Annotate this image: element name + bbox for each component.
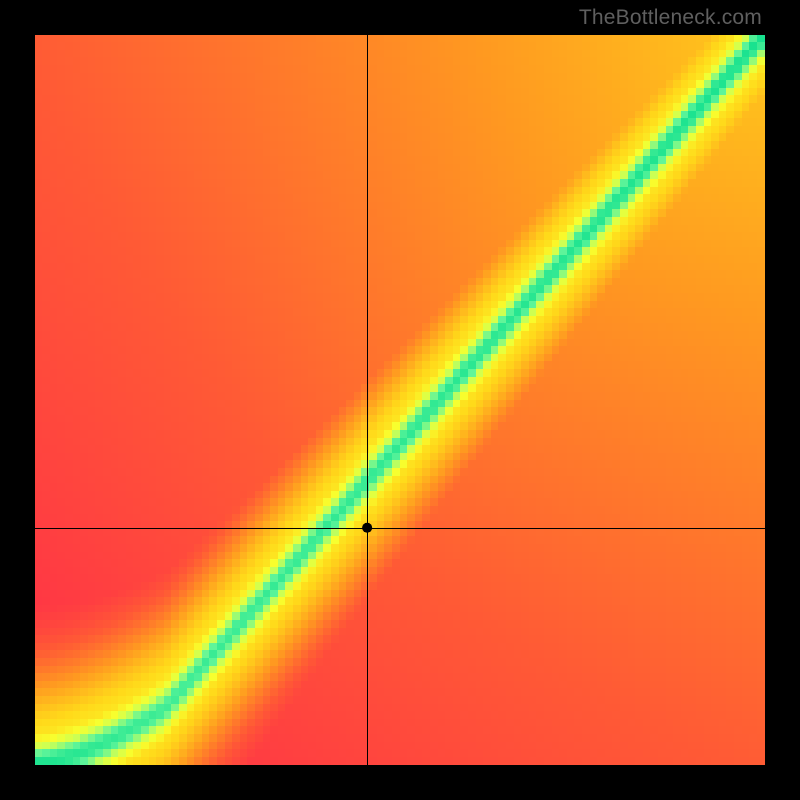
watermark-text: TheBottleneck.com <box>579 6 762 30</box>
bottleneck-heatmap <box>35 35 765 765</box>
